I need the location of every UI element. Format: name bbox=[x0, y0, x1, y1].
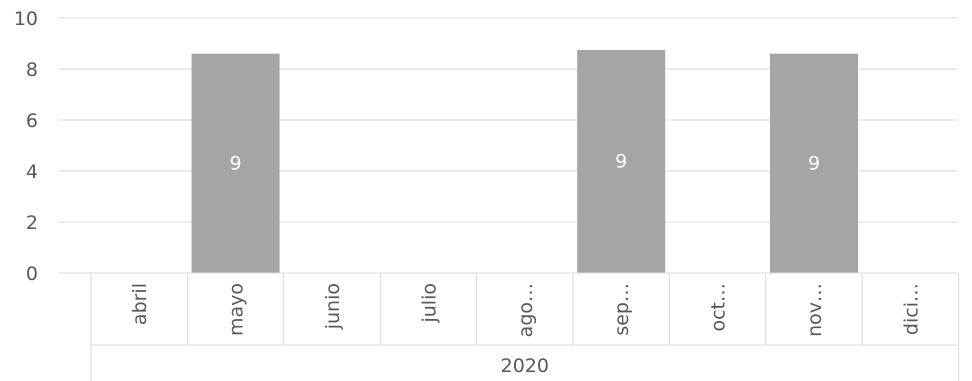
bar bbox=[191, 53, 280, 274]
y-tick-label: 4 bbox=[26, 161, 38, 183]
y-tick-label: 6 bbox=[26, 110, 38, 132]
x-category-label: mayo bbox=[226, 283, 248, 336]
x-category-label: dici… bbox=[900, 283, 922, 335]
x-category-label: sep… bbox=[611, 283, 633, 336]
x-category-label: oct… bbox=[708, 283, 730, 332]
y-tick-label: 0 bbox=[26, 263, 38, 285]
x-axis-group-label: 2020 bbox=[501, 355, 549, 377]
x-axis bbox=[58, 272, 960, 381]
y-tick-label: 2 bbox=[26, 212, 38, 234]
y-tick-label: 8 bbox=[26, 59, 38, 81]
data-label: 9 bbox=[615, 150, 627, 172]
x-category-label: julio bbox=[418, 283, 440, 324]
x-category-label: ago… bbox=[515, 283, 537, 337]
bar bbox=[577, 49, 666, 273]
x-category-label: abril bbox=[129, 283, 151, 325]
x-category-label: junio bbox=[322, 283, 344, 330]
data-label: 9 bbox=[808, 152, 820, 174]
x-axis-categories: abril mayo junio julio ago… sep… oct… nov… dici… bbox=[129, 283, 922, 337]
y-axis-ticks: 0 2 4 6 8 10 bbox=[14, 8, 38, 285]
y-tick-label: 10 bbox=[14, 8, 38, 30]
bars: 9 9 9 bbox=[191, 49, 858, 274]
data-label: 9 bbox=[230, 152, 242, 174]
bar bbox=[770, 53, 858, 274]
x-category-label: nov… bbox=[804, 283, 826, 337]
